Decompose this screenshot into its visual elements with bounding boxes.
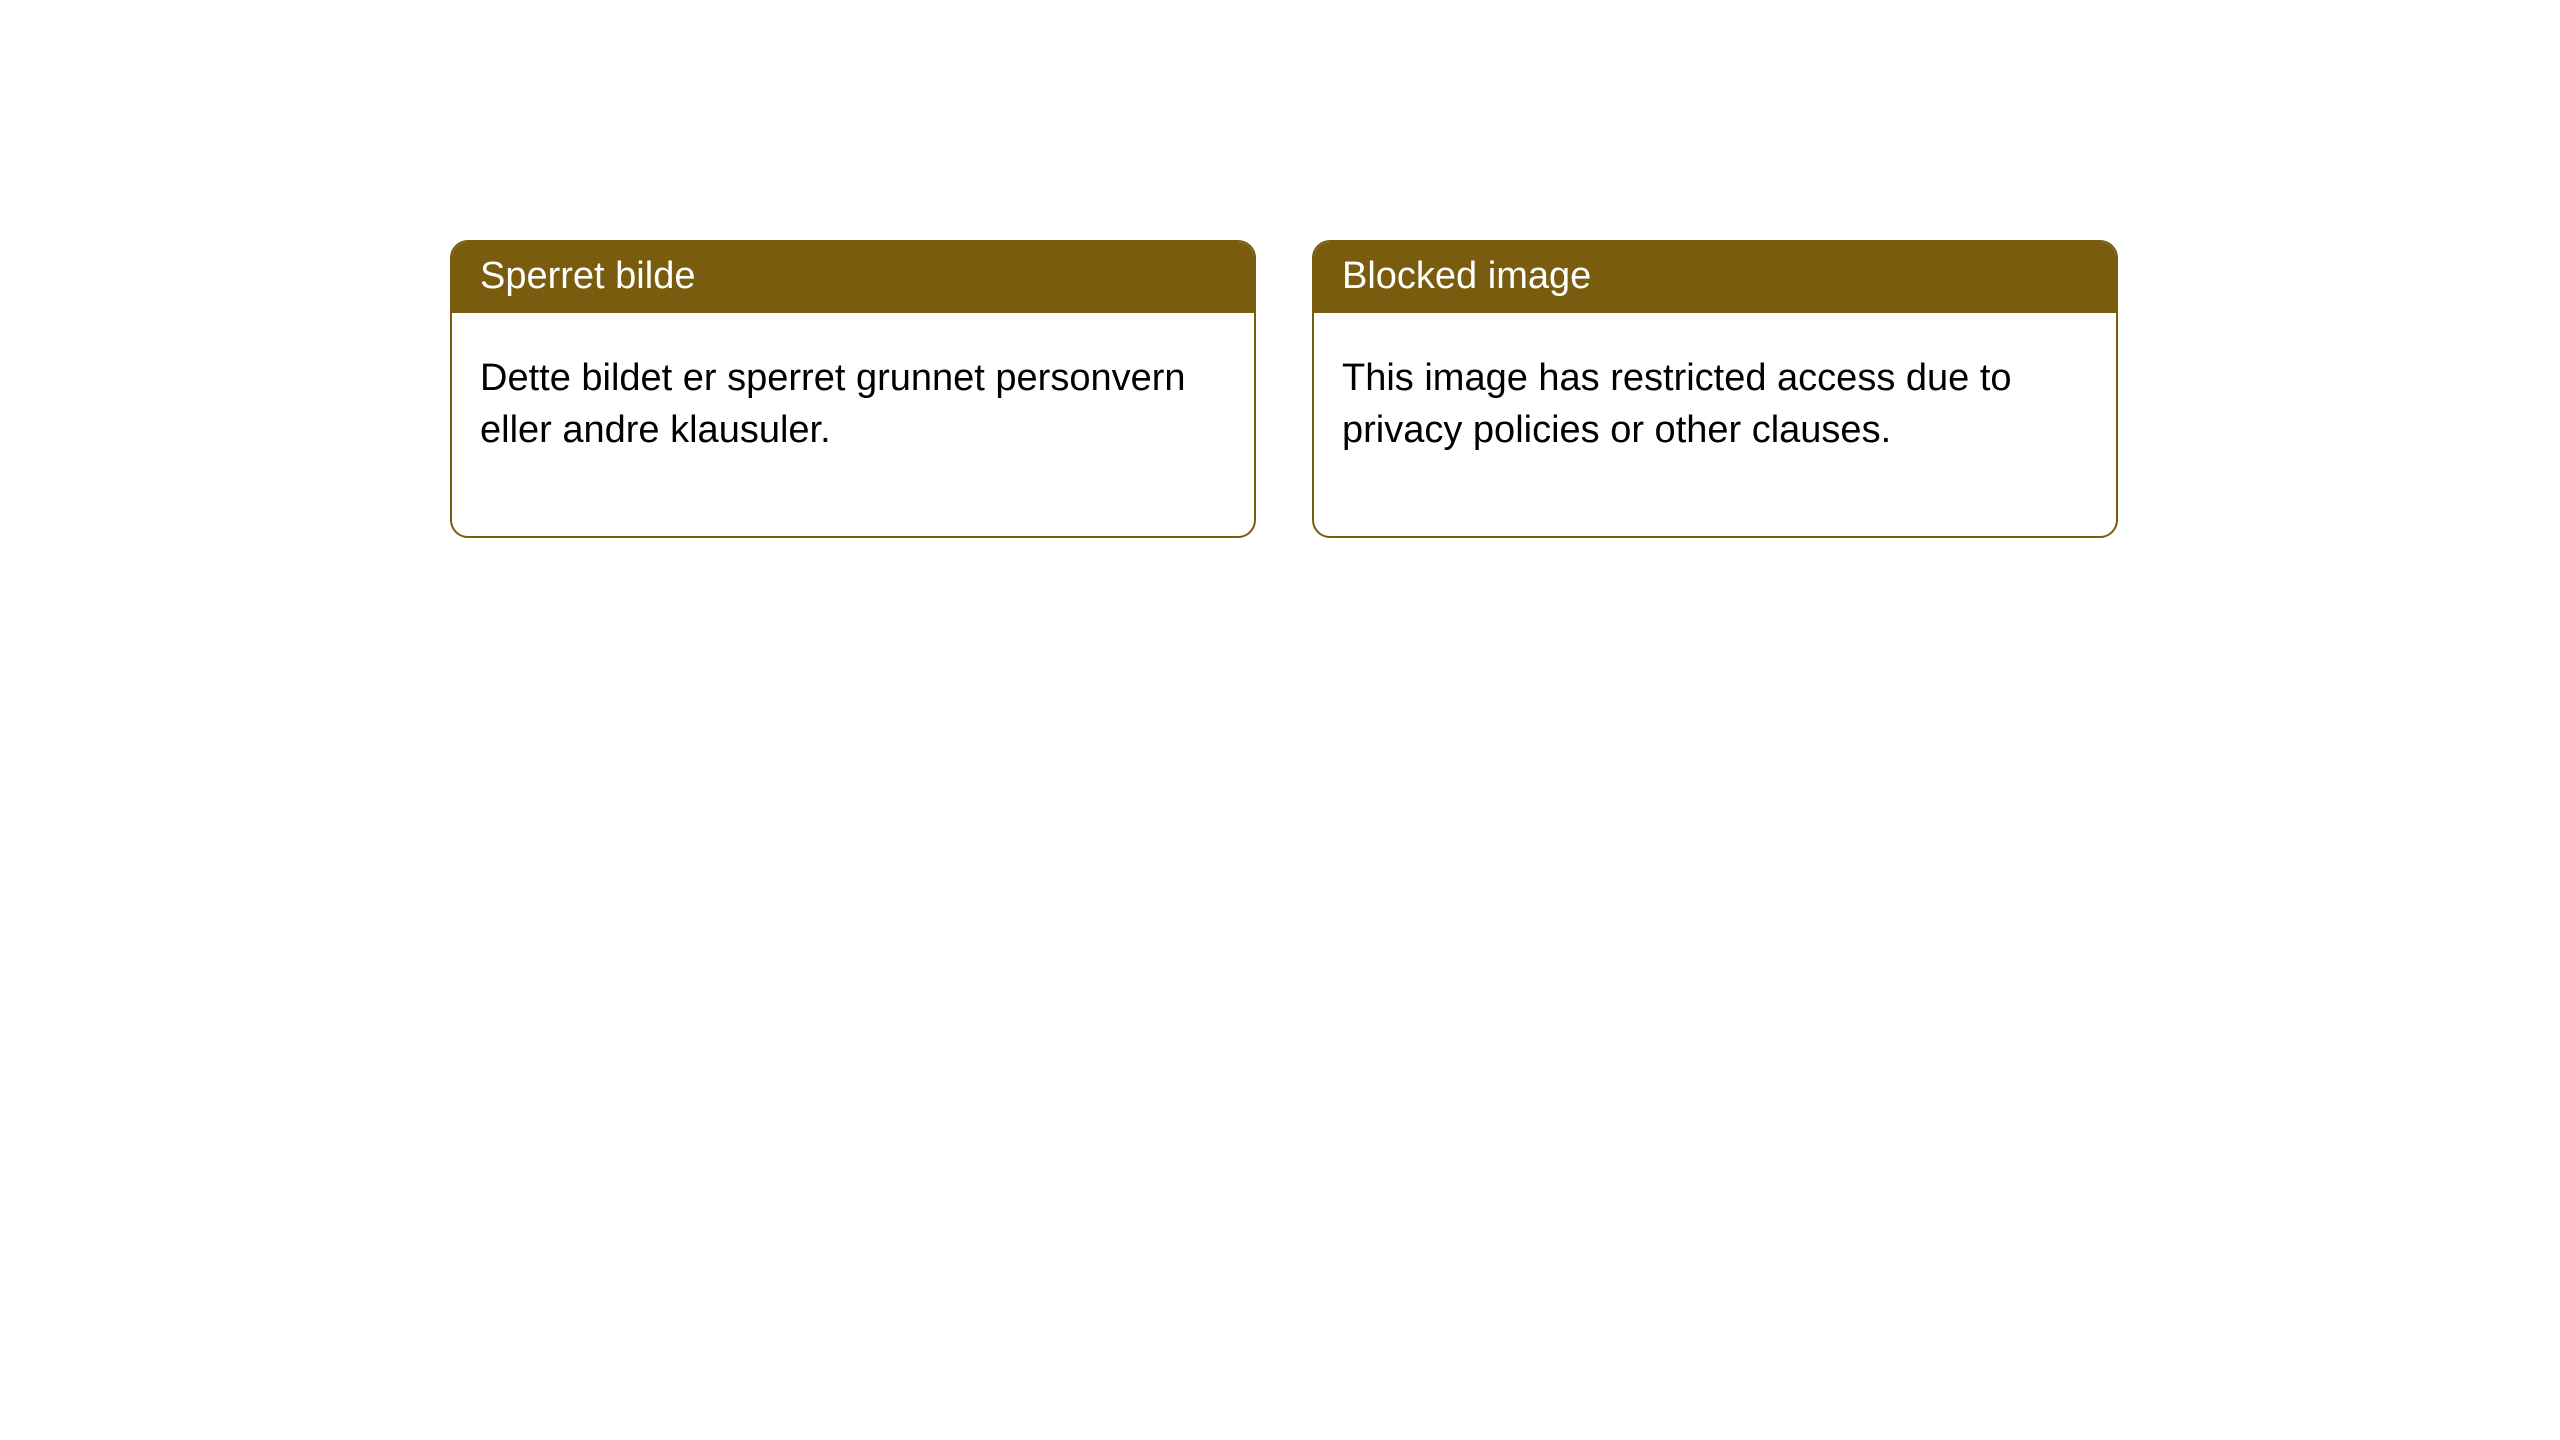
notice-body: Dette bildet er sperret grunnet personve…: [452, 313, 1254, 536]
notice-box-english: Blocked image This image has restricted …: [1312, 240, 2118, 538]
notice-header: Sperret bilde: [452, 242, 1254, 313]
notice-body: This image has restricted access due to …: [1314, 313, 2116, 536]
notice-header: Blocked image: [1314, 242, 2116, 313]
notice-box-norwegian: Sperret bilde Dette bildet er sperret gr…: [450, 240, 1256, 538]
notice-container: Sperret bilde Dette bildet er sperret gr…: [0, 0, 2560, 538]
